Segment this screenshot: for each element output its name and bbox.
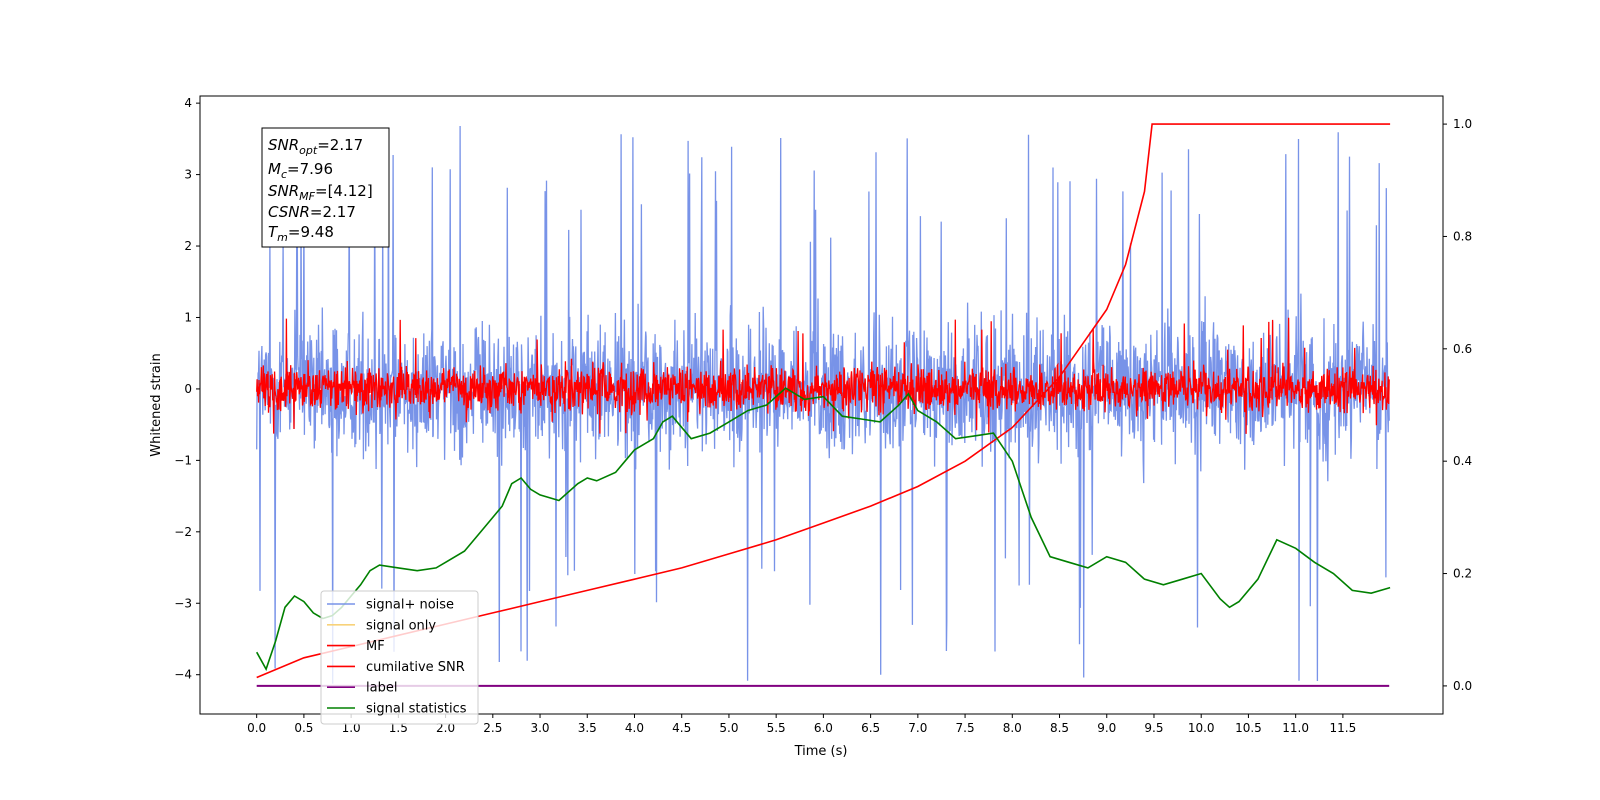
- legend-items: signal+ noise signal only MF cumilative SNR…: [327, 598, 467, 717]
- y-axis-label: Whitened strain: [149, 353, 164, 456]
- y2-ticks: 1.0 0.8 0.6 0.4 0.2 0.0: [1443, 117, 1472, 693]
- annotation-mc: Mc=7.96: [268, 160, 333, 181]
- y2-tick-label: 0.2: [1453, 567, 1472, 581]
- y2-tick-label: 0.6: [1453, 342, 1472, 356]
- x-tick-label: 3.0: [530, 721, 549, 735]
- legend-box: [320, 590, 479, 725]
- series-signal-statistics: [256, 387, 1391, 672]
- legend-label: signal only: [366, 618, 436, 633]
- y-tick-label: −4: [174, 668, 192, 682]
- x-tick-label: 11.0: [1282, 721, 1309, 735]
- y2-tick-label: 0.8: [1453, 229, 1472, 243]
- series-signal-noise: [256, 125, 1390, 684]
- x-tick-label: 4.0: [625, 721, 644, 735]
- y-tick-label: 3: [184, 168, 192, 182]
- y2-tick-label: 0.0: [1453, 679, 1472, 693]
- x-tick-label: 9.0: [1097, 721, 1116, 735]
- annotation-box: SNRopt=2.17 Mc=7.96 SNRMF=[4.12] CSNR=2.…: [261, 127, 390, 248]
- x-tick-label: 10.0: [1188, 721, 1215, 735]
- x-tick-label: 11.5: [1330, 721, 1357, 735]
- x-tick-label: 4.5: [672, 721, 691, 735]
- x-tick-label: 5.0: [719, 721, 738, 735]
- x-tick-label: 9.5: [1144, 721, 1163, 735]
- y-tick-label: 0: [184, 382, 192, 396]
- x-tick-label: 6.5: [861, 721, 880, 735]
- legend: signal+ noise signal only MF cumilative SNR…: [320, 590, 479, 725]
- y2-tick-label: 1.0: [1453, 117, 1472, 131]
- series-mf: [256, 317, 1390, 434]
- plot-frame: [199, 95, 1444, 715]
- y-ticks: 4 3 2 1 0 −1 −2 −3 −4: [174, 96, 200, 682]
- y-tick-label: 2: [184, 239, 192, 253]
- annotation-tm: Tm=9.48: [268, 223, 334, 244]
- y-tick-label: −1: [174, 453, 192, 467]
- x-tick-label: 10.5: [1235, 721, 1262, 735]
- x-tick-label: 8.5: [1050, 721, 1069, 735]
- y-tick-label: 4: [184, 96, 192, 110]
- y-tick-label: 1: [184, 310, 192, 324]
- y-tick-label: −3: [174, 596, 192, 610]
- x-tick-label: 0.0: [247, 721, 266, 735]
- y-tick-label: −2: [174, 525, 192, 539]
- annotation-snr-opt: SNRopt=2.17: [268, 136, 363, 157]
- legend-label: signal statistics: [366, 702, 467, 717]
- x-tick-label: 7.5: [956, 721, 975, 735]
- x-tick-label: 6.0: [814, 721, 833, 735]
- x-ticks: 0.0 0.5 1.0 1.5 2.0 2.5 3.0 3.5 4.0 4.5 5.0 5.5 6.0 6…: [247, 714, 1356, 735]
- legend-label: signal+ noise: [366, 598, 454, 613]
- x-tick-label: 7.0: [908, 721, 927, 735]
- x-tick-label: 2.5: [483, 721, 502, 735]
- annotation-csnr: CSNR=2.17: [268, 203, 356, 221]
- y2-tick-label: 0.4: [1453, 454, 1472, 468]
- x-tick-label: 0.5: [294, 721, 313, 735]
- x-tick-label: 5.5: [767, 721, 786, 735]
- x-tick-label: 8.0: [1003, 721, 1022, 735]
- x-axis-label: Time (s): [794, 744, 848, 759]
- legend-label: label: [366, 681, 397, 696]
- annotation-snr-mf: SNRMF=[4.12]: [268, 182, 373, 203]
- legend-label: MF: [366, 639, 385, 654]
- x-tick-label: 3.5: [578, 721, 597, 735]
- legend-label: cumilative SNR: [366, 660, 465, 675]
